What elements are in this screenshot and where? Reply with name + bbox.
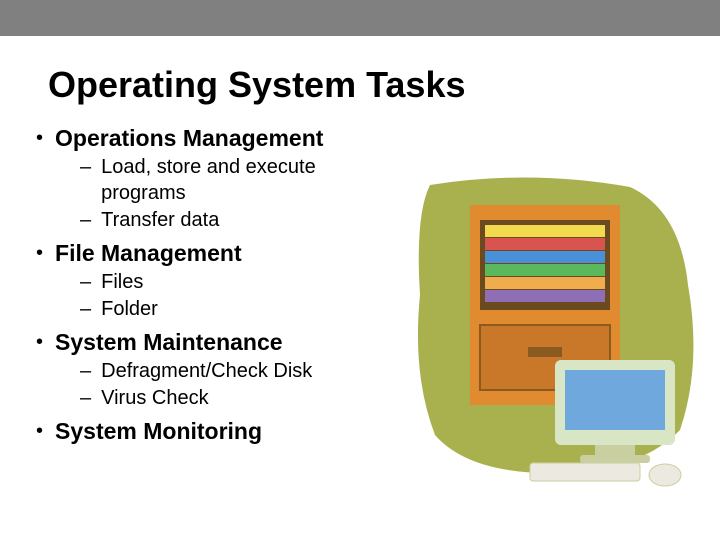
l2-label: Folder (101, 296, 158, 322)
l2-label: Transfer data (101, 207, 219, 233)
folder (485, 238, 605, 250)
folder (485, 277, 605, 289)
slide-title: Operating System Tasks (48, 64, 720, 106)
monitor-stand (595, 445, 635, 455)
bullet-icon: • (36, 124, 43, 152)
bullet-icon: • (36, 328, 43, 356)
sub-item: – Transfer data (80, 207, 400, 233)
sub-item: – Virus Check (80, 385, 400, 411)
list-item: • System Maintenance – Defragment/Check … (36, 328, 400, 411)
bullet-icon: • (36, 417, 43, 445)
l1-label: System Monitoring (55, 417, 262, 445)
sub-item: – Folder (80, 296, 400, 322)
monitor-base (580, 455, 650, 463)
top-bar (0, 0, 720, 36)
sub-item: – Files (80, 269, 400, 295)
list-item: • File Management – Files – Folder (36, 239, 400, 322)
bullet-list-column: • Operations Management – Load, store an… (0, 124, 400, 449)
mouse (649, 464, 681, 486)
folder (485, 251, 605, 263)
l1-label: Operations Management (55, 124, 323, 152)
l2-label: Files (101, 269, 143, 295)
bullet-icon: • (36, 239, 43, 267)
monitor-screen (565, 370, 665, 430)
list-item: • System Monitoring (36, 417, 400, 445)
dash-icon: – (80, 154, 91, 180)
bullet-list: • Operations Management – Load, store an… (36, 124, 400, 445)
drawer-handle (528, 347, 562, 357)
sub-item: – Load, store and execute programs (80, 154, 400, 206)
l2-label: Load, store and execute programs (101, 154, 381, 206)
list-item: • Operations Management – Load, store an… (36, 124, 400, 233)
dash-icon: – (80, 207, 91, 233)
folder (485, 290, 605, 302)
l1-label: File Management (55, 239, 242, 267)
keyboard (530, 463, 640, 481)
dash-icon: – (80, 296, 91, 322)
folder (485, 264, 605, 276)
illustration-icon (410, 175, 700, 495)
dash-icon: – (80, 385, 91, 411)
l1-label: System Maintenance (55, 328, 283, 356)
l2-label: Defragment/Check Disk (101, 358, 312, 384)
l2-label: Virus Check (101, 385, 208, 411)
dash-icon: – (80, 269, 91, 295)
sub-item: – Defragment/Check Disk (80, 358, 400, 384)
folder (485, 225, 605, 237)
dash-icon: – (80, 358, 91, 384)
